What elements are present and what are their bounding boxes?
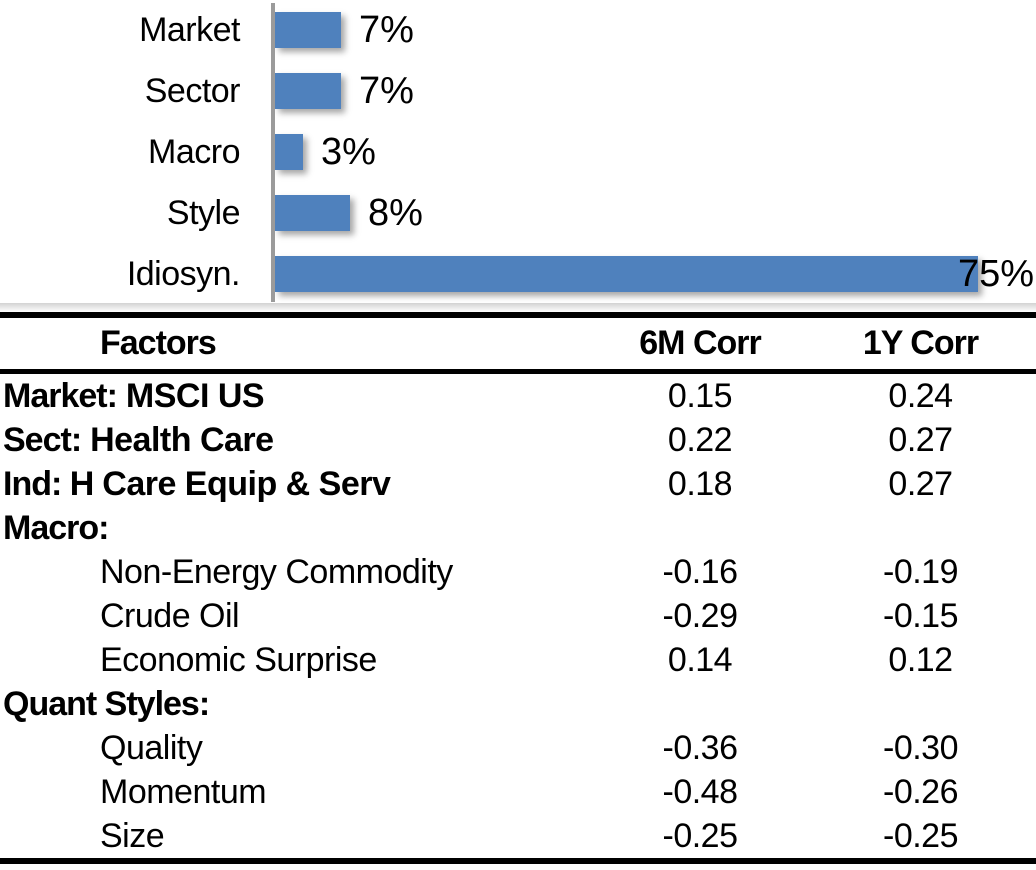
corr-6m-cell: -0.25 [662, 816, 739, 855]
table-row: Size -0.25 -0.25 [0, 814, 1036, 858]
table-row: Non-Energy Commodity -0.16 -0.19 [0, 550, 1036, 594]
bar-row: Idiosyn. 75% [0, 253, 1036, 295]
factor-name: MSCI US [116, 376, 265, 415]
corr-6m-cell: 0.22 [667, 420, 733, 459]
factor-cell: Crude Oil [0, 597, 595, 636]
factor-prefix: Quant Styles: [3, 684, 210, 723]
factor-name: Health Care [81, 420, 274, 459]
factor-name: Care Equip & Serv [93, 464, 391, 503]
table-row: Quant Styles: [0, 682, 1036, 726]
category-label: Market [139, 10, 240, 49]
factor-name: Momentum [100, 772, 267, 811]
corr-1y-cell: -0.25 [883, 816, 959, 855]
factor-prefix: Ind: H [3, 464, 94, 503]
factor-name: Size [100, 816, 165, 855]
factor-prefix: Market: [3, 376, 118, 415]
factor-name: Economic Surprise [100, 640, 377, 679]
chart-axis-line [271, 3, 275, 302]
corr-6m-cell: -0.16 [662, 552, 739, 591]
bar-row: Sector 7% [0, 70, 1036, 112]
bar-row: Market 7% [0, 9, 1036, 51]
table-row: Momentum -0.48 -0.26 [0, 770, 1036, 814]
bar-row: Style 8% [0, 192, 1036, 234]
corr-1y-cell: 0.27 [888, 420, 953, 459]
corr-1y-cell: -0.26 [883, 772, 959, 811]
bar-value-label: 3% [321, 130, 376, 173]
corr-6m-cell: -0.48 [662, 772, 739, 811]
corr-6m-cell: -0.36 [662, 728, 739, 767]
bar [275, 195, 350, 231]
risk-decomposition-bar-chart: Market 7% Sector 7% Macro 3% Style 8% Id… [0, 0, 1036, 303]
chart-plot-area: Market 7% Sector 7% Macro 3% Style 8% Id… [0, 9, 1036, 295]
factor-cell: Quant Styles: [0, 685, 595, 724]
bar-row: Macro 3% [0, 131, 1036, 173]
bar-value-label: 75% [958, 252, 1035, 295]
corr-1y-column-header: 1Y Corr [862, 324, 979, 362]
table-row: Macro: [0, 506, 1036, 550]
bar [275, 12, 341, 48]
factor-cell: Size [0, 817, 595, 856]
corr-6m-cell: 0.14 [667, 640, 733, 679]
bar-value-label: 8% [368, 191, 423, 234]
category-label: Idiosyn. [126, 254, 241, 293]
category-label: Style [166, 193, 241, 232]
bar-value-label: 7% [359, 69, 414, 112]
corr-6m-cell: 0.15 [667, 376, 733, 415]
bar-value-label: 7% [359, 8, 414, 51]
factor-cell: Economic Surprise [0, 641, 595, 680]
table-body: Market: MSCI US 0.15 0.24 Sect: Health C… [0, 374, 1036, 858]
factor-name: Crude Oil [100, 596, 240, 635]
factors-column-header: Factors [100, 324, 217, 362]
factor-cell: Quality [0, 729, 595, 768]
bar [275, 73, 341, 109]
factor-cell: Non-Energy Commodity [0, 553, 595, 592]
factor-prefix: Macro: [3, 508, 109, 547]
table-row: Sect: Health Care 0.22 0.27 [0, 418, 1036, 462]
corr-1y-cell: -0.30 [883, 728, 959, 767]
category-label: Macro [148, 132, 240, 171]
factor-cell: Macro: [0, 509, 595, 548]
factor-correlation-table: Factors 6M Corr 1Y Corr Market: MSCI US … [0, 312, 1036, 864]
corr-1y-cell: -0.19 [883, 552, 959, 591]
corr-6m-cell: -0.29 [662, 596, 739, 635]
corr-1y-cell: -0.15 [883, 596, 959, 635]
corr-1y-cell: 0.27 [888, 464, 953, 503]
table-header-row: Factors 6M Corr 1Y Corr [0, 318, 1036, 374]
table-row: Market: MSCI US 0.15 0.24 [0, 374, 1036, 418]
corr-6m-column-header: 6M Corr [639, 324, 761, 362]
factor-prefix: Sect: [3, 420, 82, 459]
factor-cell: Ind: H Care Equip & Serv [0, 465, 595, 504]
factor-cell: Market: MSCI US [0, 377, 595, 416]
factor-name: Non-Energy Commodity [100, 552, 453, 591]
corr-1y-cell: 0.24 [888, 376, 953, 415]
bar [275, 134, 303, 170]
table-row: Ind: H Care Equip & Serv 0.18 0.27 [0, 462, 1036, 506]
table-row: Quality -0.36 -0.30 [0, 726, 1036, 770]
factor-cell: Sect: Health Care [0, 421, 595, 460]
corr-6m-cell: 0.18 [667, 464, 733, 503]
factor-name: Quality [100, 728, 203, 767]
chart-bottom-shadow [0, 303, 1036, 312]
bar [275, 256, 978, 292]
table-row: Economic Surprise 0.14 0.12 [0, 638, 1036, 682]
corr-1y-cell: 0.12 [888, 640, 953, 679]
factor-cell: Momentum [0, 773, 595, 812]
category-label: Sector [144, 71, 241, 110]
table-row: Crude Oil -0.29 -0.15 [0, 594, 1036, 638]
